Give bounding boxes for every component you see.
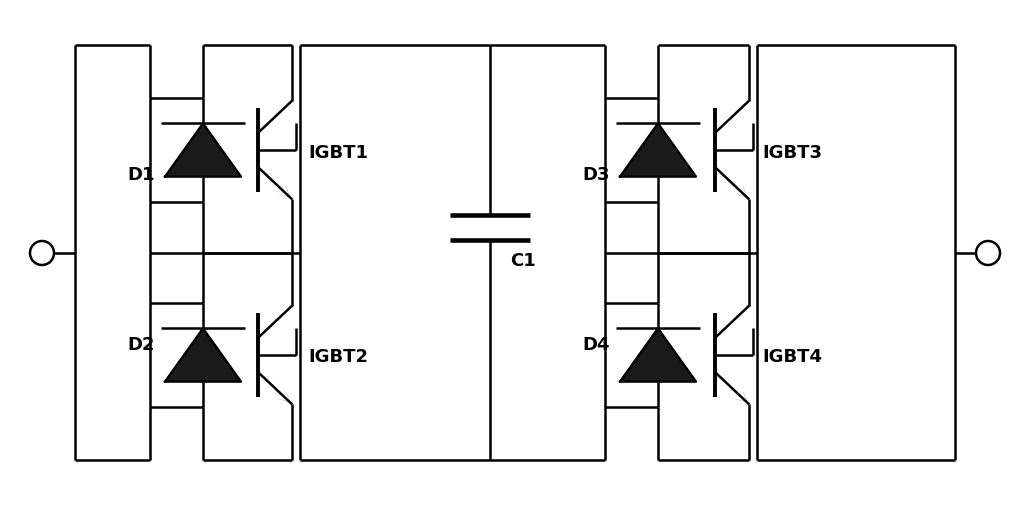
Text: D2: D2 [128, 336, 154, 354]
Text: C1: C1 [510, 252, 536, 270]
Polygon shape [620, 328, 696, 382]
Text: IGBT3: IGBT3 [762, 144, 822, 162]
Polygon shape [165, 123, 241, 177]
Polygon shape [620, 123, 696, 177]
Text: IGBT2: IGBT2 [308, 348, 368, 366]
Polygon shape [165, 328, 241, 382]
Text: D4: D4 [583, 336, 610, 354]
Text: IGBT1: IGBT1 [308, 144, 368, 162]
Text: D1: D1 [128, 166, 154, 184]
Text: D3: D3 [583, 166, 610, 184]
Text: IGBT4: IGBT4 [762, 348, 822, 366]
